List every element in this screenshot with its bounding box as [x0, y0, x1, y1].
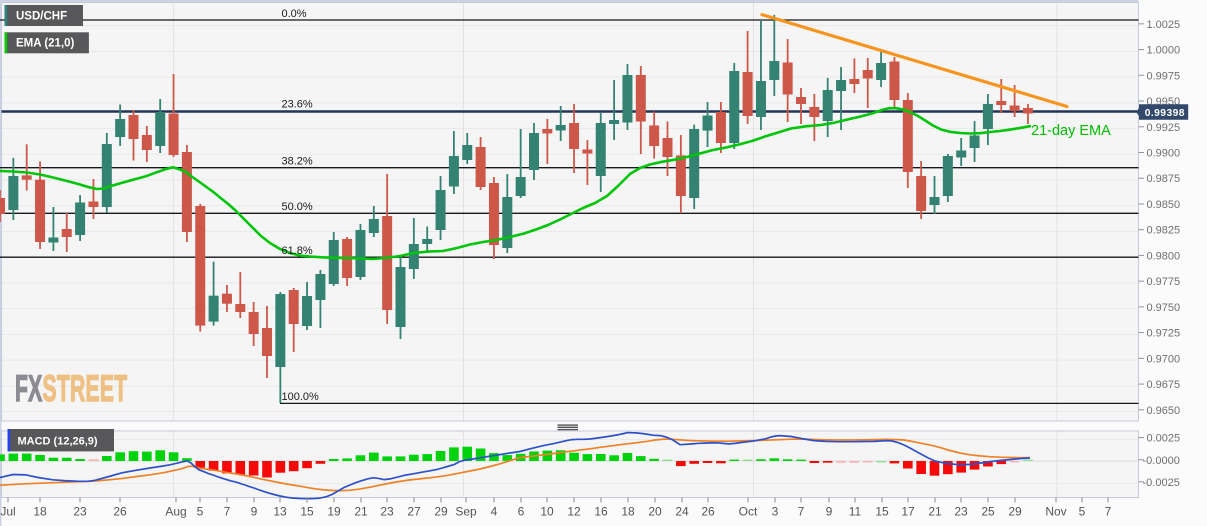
- svg-text:Jul: Jul: [0, 505, 15, 519]
- svg-text:Oct: Oct: [739, 505, 758, 519]
- svg-text:0.9925: 0.9925: [1147, 122, 1181, 134]
- svg-text:-0.0000: -0.0000: [1143, 455, 1180, 467]
- svg-text:0.99398: 0.99398: [1145, 108, 1185, 119]
- svg-text:15: 15: [875, 505, 889, 519]
- svg-text:0.9675: 0.9675: [1147, 379, 1181, 391]
- svg-text:21-day EMA: 21-day EMA: [1031, 123, 1111, 139]
- svg-text:18: 18: [621, 505, 635, 519]
- svg-text:0.9750: 0.9750: [1147, 302, 1181, 314]
- svg-text:0.9650: 0.9650: [1147, 405, 1181, 417]
- svg-text:4: 4: [491, 505, 498, 519]
- svg-text:0.9875: 0.9875: [1147, 173, 1181, 185]
- svg-text:0.9850: 0.9850: [1147, 199, 1181, 211]
- svg-text:1.0025: 1.0025: [1147, 19, 1181, 31]
- svg-text:FXSTREET: FXSTREET: [15, 369, 128, 410]
- svg-text:7: 7: [224, 505, 231, 519]
- svg-text:21: 21: [928, 505, 942, 519]
- svg-text:16: 16: [594, 505, 608, 519]
- svg-text:EMA (21,0): EMA (21,0): [16, 38, 75, 50]
- svg-text:29: 29: [434, 505, 448, 519]
- svg-text:19: 19: [327, 505, 341, 519]
- svg-text:23: 23: [73, 505, 87, 519]
- svg-text:26: 26: [113, 505, 127, 519]
- svg-text:1.0000: 1.0000: [1147, 45, 1181, 57]
- svg-text:24: 24: [675, 505, 689, 519]
- svg-text:50.0%: 50.0%: [282, 201, 313, 213]
- svg-text:Nov: Nov: [1045, 505, 1066, 519]
- svg-text:23: 23: [954, 505, 968, 519]
- svg-text:26: 26: [701, 505, 715, 519]
- svg-text:9: 9: [826, 505, 833, 519]
- svg-text:100.0%: 100.0%: [282, 391, 320, 403]
- svg-text:20: 20: [648, 505, 662, 519]
- svg-text:29: 29: [1008, 505, 1022, 519]
- svg-text:18: 18: [33, 505, 47, 519]
- svg-text:Aug: Aug: [165, 505, 186, 519]
- svg-text:25: 25: [981, 505, 995, 519]
- svg-text:MACD (12,26,9): MACD (12,26,9): [18, 435, 98, 447]
- svg-text:13: 13: [273, 505, 287, 519]
- svg-text:17: 17: [901, 505, 915, 519]
- svg-text:5: 5: [1079, 505, 1086, 519]
- svg-text:38.2%: 38.2%: [282, 156, 313, 168]
- svg-text:11: 11: [849, 505, 862, 519]
- svg-text:0.9900: 0.9900: [1147, 148, 1181, 160]
- svg-text:0.9800: 0.9800: [1147, 250, 1181, 262]
- svg-text:0.9975: 0.9975: [1147, 70, 1181, 82]
- svg-text:0.9700: 0.9700: [1147, 353, 1181, 365]
- svg-text:-0.0025: -0.0025: [1143, 477, 1180, 489]
- svg-text:Sep: Sep: [455, 505, 477, 519]
- svg-text:7: 7: [1105, 505, 1112, 519]
- svg-text:9: 9: [251, 505, 258, 519]
- svg-text:0.0%: 0.0%: [282, 8, 307, 20]
- svg-text:21: 21: [354, 505, 368, 519]
- svg-text:61.8%: 61.8%: [282, 245, 313, 257]
- svg-text:7: 7: [798, 505, 805, 519]
- svg-text:0.9825: 0.9825: [1147, 225, 1181, 237]
- svg-text:0.9775: 0.9775: [1147, 276, 1181, 288]
- svg-text:23: 23: [380, 505, 394, 519]
- svg-text:27: 27: [407, 505, 421, 519]
- svg-text:23.6%: 23.6%: [282, 99, 313, 111]
- svg-text:6: 6: [518, 505, 525, 519]
- svg-text:5: 5: [197, 505, 204, 519]
- svg-text:10: 10: [540, 505, 554, 519]
- svg-text:12: 12: [567, 505, 581, 519]
- svg-text:15: 15: [300, 505, 314, 519]
- svg-text:0.9725: 0.9725: [1147, 328, 1181, 340]
- svg-text:3: 3: [772, 505, 779, 519]
- svg-text:0.0025: 0.0025: [1147, 433, 1181, 445]
- svg-text:USD/CHF: USD/CHF: [16, 10, 67, 22]
